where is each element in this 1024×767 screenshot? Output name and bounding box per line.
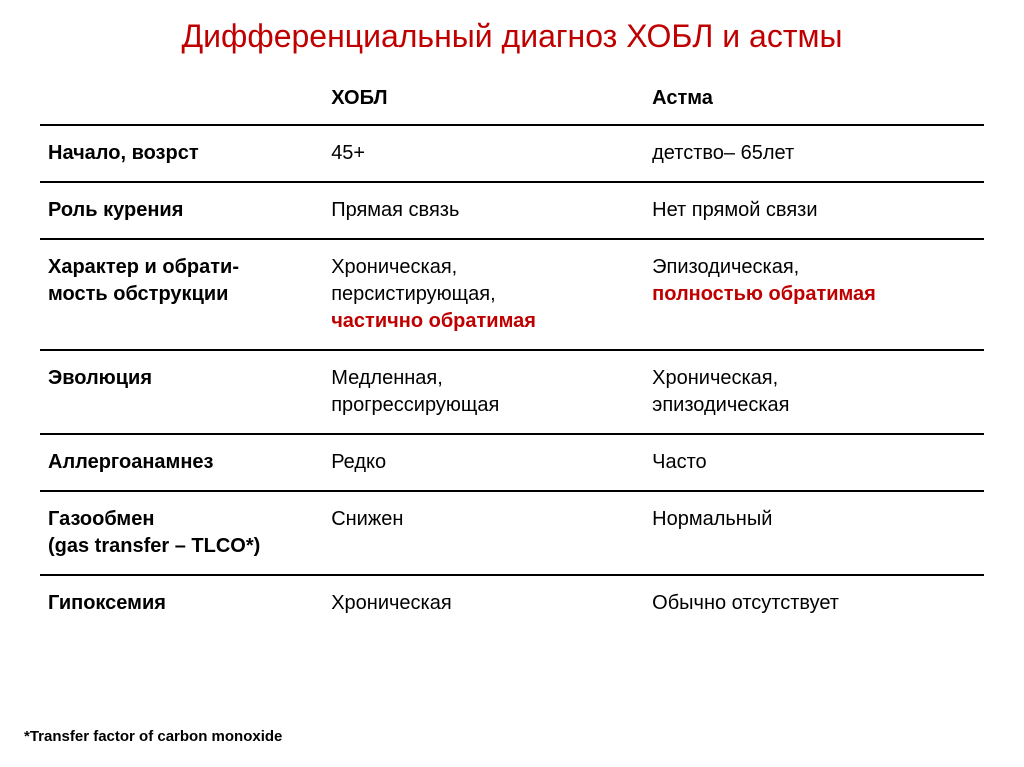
col-header-astma: Астма — [644, 77, 984, 125]
row-label: Начало, возрст — [40, 125, 323, 182]
row-label: Аллергоанамнез — [40, 434, 323, 491]
table-row: Роль курения Прямая связь Нет прямой свя… — [40, 182, 984, 239]
slide-container: Дифференциальный диагноз ХОБЛ и астмы ХО… — [0, 0, 1024, 767]
table-row: Аллергоанамнез Редко Часто — [40, 434, 984, 491]
row-astma: Часто — [644, 434, 984, 491]
footnote: *Transfer factor of carbon monoxide — [24, 728, 282, 745]
row-hobl: 45+ — [323, 125, 644, 182]
cell-highlight: полностью обратимая — [652, 283, 876, 305]
row-astma: Нормальный — [644, 491, 984, 575]
col-header-blank — [40, 77, 323, 125]
table-row: Газообмен(gas transfer – TLCO*) Снижен Н… — [40, 491, 984, 575]
col-header-hobl: ХОБЛ — [323, 77, 644, 125]
slide-title: Дифференциальный диагноз ХОБЛ и астмы — [0, 0, 1024, 77]
table-container: ХОБЛ Астма Начало, возрст 45+ детство– 6… — [0, 77, 1024, 631]
row-label: Газообмен(gas transfer – TLCO*) — [40, 491, 323, 575]
row-astma: детство– 65лет — [644, 125, 984, 182]
row-hobl: Хроническая,персистирующая, частично обра… — [323, 239, 644, 350]
row-astma: Хроническая,эпизодическая — [644, 350, 984, 434]
row-label: Гипоксемия — [40, 575, 323, 631]
row-astma: Нет прямой связи — [644, 182, 984, 239]
row-astma: Обычно отсутствует — [644, 575, 984, 631]
row-hobl: Прямая связь — [323, 182, 644, 239]
table-row: Гипоксемия Хроническая Обычно отсутствуе… — [40, 575, 984, 631]
row-label: Характер и обрати-мость обструкции — [40, 239, 323, 350]
table-row: Характер и обрати-мость обструкции Хрони… — [40, 239, 984, 350]
diff-diagnosis-table: ХОБЛ Астма Начало, возрст 45+ детство– 6… — [40, 77, 984, 631]
row-label: Роль курения — [40, 182, 323, 239]
row-label: Эволюция — [40, 350, 323, 434]
row-hobl: Медленная,прогрессирующая — [323, 350, 644, 434]
table-row: Начало, возрст 45+ детство– 65лет — [40, 125, 984, 182]
cell-highlight: частично обратимая — [331, 310, 536, 332]
row-hobl: Хроническая — [323, 575, 644, 631]
cell-text: Хроническая,персистирующая, — [331, 256, 495, 305]
table-header-row: ХОБЛ Астма — [40, 77, 984, 125]
table-row: Эволюция Медленная,прогрессирующая Хрони… — [40, 350, 984, 434]
row-hobl: Снижен — [323, 491, 644, 575]
cell-text: Эпизодическая, — [652, 256, 799, 278]
row-astma: Эпизодическая, полностью обратимая — [644, 239, 984, 350]
row-hobl: Редко — [323, 434, 644, 491]
